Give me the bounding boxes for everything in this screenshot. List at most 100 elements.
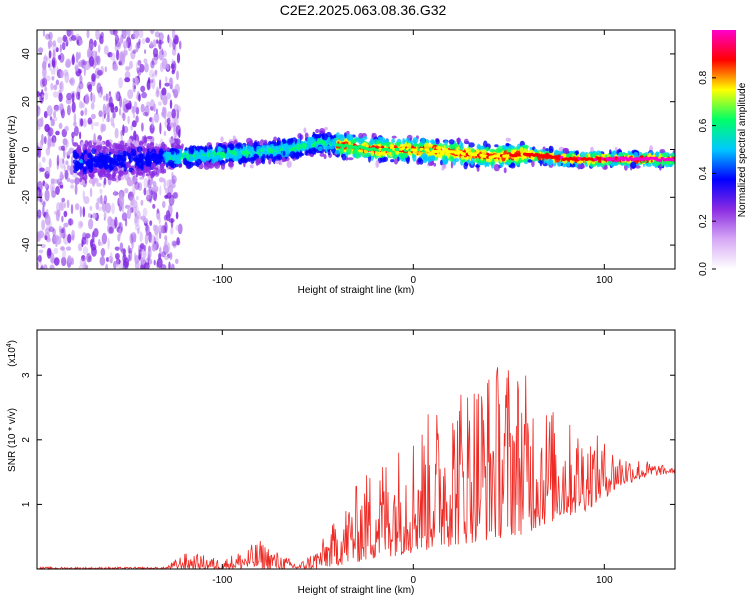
spectrogram-cell [398, 153, 405, 158]
spectrogram-cell [661, 152, 668, 158]
spectrogram-cell [105, 93, 109, 102]
spectrogram-cell [86, 30, 90, 39]
spectrogram-cell [316, 140, 321, 144]
spectrogram-cell [427, 151, 434, 156]
spectrogram-cell [260, 148, 265, 153]
spectrogram-cell [169, 122, 174, 128]
spectrogram-cell [142, 207, 148, 218]
spectrogram-cell [46, 105, 53, 117]
spectrogram-cell [158, 216, 161, 225]
spectrogram-cell [86, 252, 91, 263]
spectrogram-cell [52, 43, 57, 52]
spectrogram-cell [146, 135, 153, 140]
spectrogram-cell [157, 154, 163, 159]
spectrogram-cell [393, 158, 399, 165]
spectrogram-cell [166, 117, 171, 125]
spectrogram-cell [169, 139, 175, 144]
spectrogram-cell [545, 148, 549, 152]
spectrogram-cell [232, 135, 236, 141]
spectrogram-cell [509, 145, 515, 149]
spectrogram-cell [41, 77, 48, 87]
spectrogram-cell [62, 248, 66, 260]
spectrogram-cell [100, 154, 107, 159]
spectrogram-cell [159, 163, 166, 167]
spectrogram-cell [171, 171, 174, 179]
spectrogram-cell [442, 164, 447, 170]
spectrogram-cell [156, 88, 159, 97]
spectrogram-cell [92, 212, 97, 219]
spectrogram-cell [241, 150, 246, 155]
spectrogram-cell [120, 155, 123, 161]
spectrogram-cell [163, 130, 167, 137]
spectrogram-cell [41, 93, 44, 99]
spectrogram-cell [114, 91, 120, 101]
spectrogram-cell [300, 134, 304, 140]
spectrogram-cell [527, 159, 533, 163]
spectrogram-cell [52, 137, 56, 148]
spectrogram-cell [96, 197, 102, 203]
spectrogram-cell [375, 160, 380, 168]
spectrogram-cell [131, 105, 135, 115]
spectrogram-cell [100, 123, 104, 133]
spectrogram-cell [134, 252, 137, 261]
spectrogram-cell [160, 90, 163, 101]
spectrogram-cell [67, 255, 72, 264]
spectrogram-cell [145, 159, 150, 167]
spectrogram-cell [110, 104, 115, 113]
spectrogram-cell [464, 138, 469, 144]
spectrogram-cell [74, 203, 80, 211]
spectrogram-cell [150, 60, 155, 69]
spectrogram-cell [48, 59, 52, 72]
spectrogram-cell [98, 241, 104, 246]
spectrogram-cell [45, 225, 51, 231]
spectrogram-blobs [37, 30, 675, 269]
spectrogram-cell [156, 165, 160, 175]
spectrogram-cell [141, 122, 144, 132]
spectrogram-cell [121, 30, 127, 39]
spectrogram-cell [66, 92, 73, 101]
spectrogram-cell [394, 142, 401, 146]
spectrogram-cell [220, 153, 225, 158]
spectrogram-cell [339, 145, 345, 154]
spectrogram-cell [88, 218, 94, 230]
spectrogram-cell [37, 209, 42, 218]
spectrogram-cell [132, 81, 136, 93]
spectrogram-cell [80, 141, 84, 148]
spectrogram-cell [74, 177, 80, 185]
spectrogram-cell [141, 37, 146, 45]
spectrogram-cell [176, 52, 181, 64]
spectrogram-cell [51, 135, 57, 144]
spectrogram-cell [128, 250, 133, 262]
spectrogram-cell [71, 101, 76, 113]
spectrogram-cell [196, 158, 202, 166]
spectrogram-cell [45, 209, 49, 216]
spectrogram-cell [143, 187, 147, 196]
spectrogram-cell [120, 248, 127, 254]
spectrogram-cell [42, 205, 45, 217]
spectrogram-cell [72, 151, 79, 159]
spectrogram-cell [131, 120, 137, 128]
spectrogram-cell [158, 101, 162, 106]
x-tick-label: 0 [411, 275, 417, 286]
spectrogram-cell [58, 92, 63, 103]
spectrogram-cell [44, 235, 48, 240]
spectrogram-cell [435, 138, 440, 145]
spectrogram-cell [45, 166, 51, 175]
spectrogram-cell [406, 157, 410, 165]
spectrogram-cell [87, 145, 91, 154]
spectrogram-cell [102, 111, 105, 123]
spectrogram-cell [96, 182, 102, 187]
spectrogram-cell [85, 233, 91, 239]
spectrogram-cell [79, 39, 84, 45]
spectrogram-cell [163, 50, 167, 58]
spectrogram-cell [130, 50, 136, 60]
spectrogram-cell [79, 221, 84, 228]
spectrogram-cell [105, 106, 110, 116]
spectrogram-cell [150, 177, 153, 186]
spectrogram-ridge-cell [671, 158, 675, 162]
spectrogram-cell [459, 140, 463, 149]
spectrogram-cell [139, 176, 145, 180]
spectrogram-cell [148, 79, 154, 84]
spectrogram-cell [280, 141, 284, 150]
spectrogram-cell [138, 30, 144, 39]
